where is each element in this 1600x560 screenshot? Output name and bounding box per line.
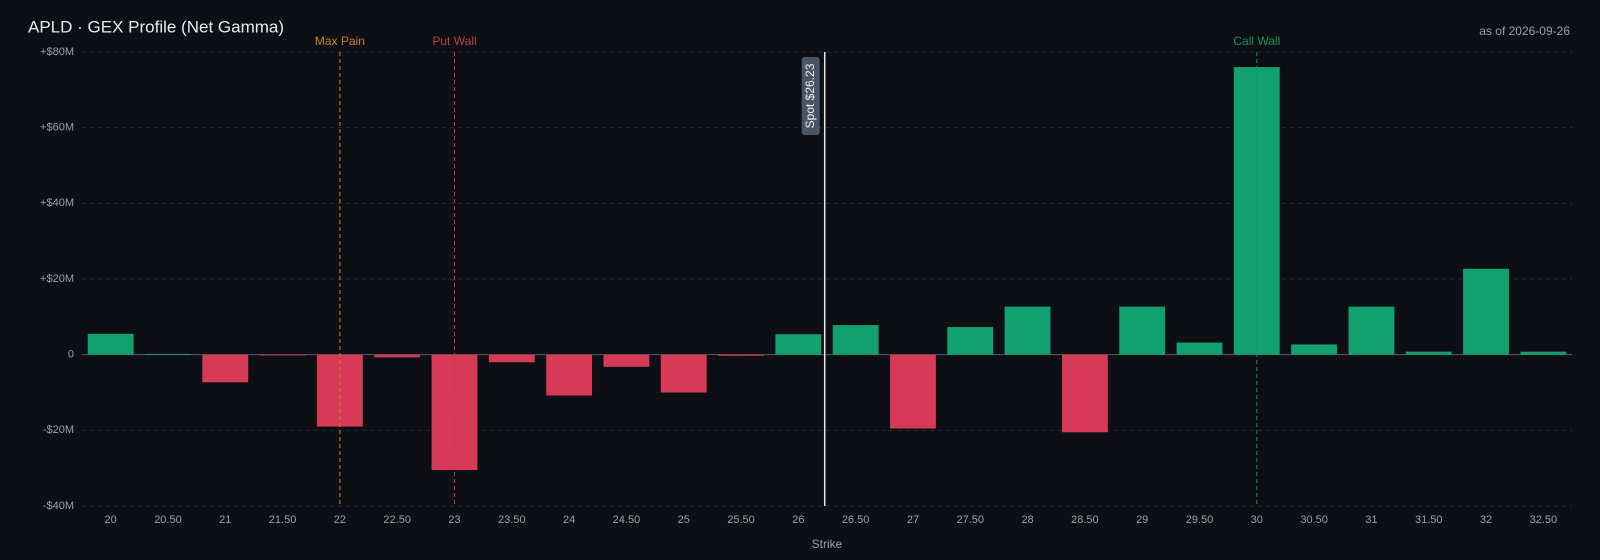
bar xyxy=(1348,306,1395,355)
bar xyxy=(947,327,994,355)
x-tick-label: 21.50 xyxy=(269,514,297,526)
spot-label: Spot $26.23 xyxy=(803,63,817,128)
y-tick-label: 0 xyxy=(68,349,74,361)
x-tick-label: 31.50 xyxy=(1415,514,1443,526)
y-tick-label: +$60M xyxy=(40,122,74,134)
x-tick-label: 23 xyxy=(448,514,460,526)
x-tick-label: 23.50 xyxy=(498,514,526,526)
bar xyxy=(775,334,822,355)
bar xyxy=(1463,268,1509,355)
x-tick-label: 29 xyxy=(1136,514,1148,526)
bar xyxy=(1004,306,1051,355)
x-tick-label: 20 xyxy=(105,514,117,526)
x-tick-label: 32.50 xyxy=(1530,514,1558,526)
y-tick-label: +$40M xyxy=(40,197,74,209)
x-tick-label: 25.50 xyxy=(727,514,755,526)
x-tick-label: 27.50 xyxy=(957,514,985,526)
bar xyxy=(259,354,306,356)
bar xyxy=(488,354,535,363)
bar xyxy=(832,325,879,355)
bar xyxy=(87,333,134,355)
bar xyxy=(145,353,191,355)
bar xyxy=(1119,306,1166,355)
x-tick-label: 21 xyxy=(219,514,231,526)
x-tick-label: 22 xyxy=(334,514,346,526)
bar xyxy=(374,354,421,358)
x-tick-label: 28.50 xyxy=(1071,514,1099,526)
x-tick-label: 26 xyxy=(792,514,804,526)
x-tick-label: 28 xyxy=(1021,514,1033,526)
x-tick-label: 20.50 xyxy=(154,514,182,526)
marker-label: Call Wall xyxy=(1233,34,1280,48)
chart-title: APLD · GEX Profile (Net Gamma) xyxy=(28,17,284,36)
bar xyxy=(1061,354,1108,433)
spot-label-box xyxy=(801,57,820,135)
y-tick-label: +$80M xyxy=(40,46,74,58)
x-tick-label: 30 xyxy=(1251,514,1263,526)
bar xyxy=(1405,351,1452,355)
marker-label: Max Pain xyxy=(315,34,365,48)
x-tick-label: 22.50 xyxy=(383,514,411,526)
marker-label: Put Wall xyxy=(432,34,476,48)
as-of-date: as of 2026-09-26 xyxy=(1479,24,1570,38)
bar xyxy=(1291,344,1338,355)
bar xyxy=(1520,351,1567,355)
x-tick-label: 32 xyxy=(1480,514,1492,526)
y-tick-label: -$40M xyxy=(43,500,74,512)
bar xyxy=(660,354,707,393)
bar xyxy=(890,354,936,429)
x-tick-label: 25 xyxy=(678,514,690,526)
y-tick-label: +$20M xyxy=(40,273,74,285)
bar xyxy=(718,354,764,356)
bar xyxy=(202,354,249,383)
bar xyxy=(603,354,650,367)
x-tick-label: 31 xyxy=(1365,514,1377,526)
x-tick-label: 30.50 xyxy=(1300,514,1328,526)
x-tick-label: 27 xyxy=(907,514,919,526)
bar xyxy=(1176,342,1223,355)
x-tick-label: 24 xyxy=(563,514,575,526)
y-tick-label: -$20M xyxy=(43,424,74,436)
x-tick-label: 26.50 xyxy=(842,514,870,526)
x-tick-label: 29.50 xyxy=(1186,514,1214,526)
x-tick-label: 24.50 xyxy=(613,514,641,526)
x-axis-label: Strike xyxy=(812,537,843,551)
bar xyxy=(546,354,593,396)
